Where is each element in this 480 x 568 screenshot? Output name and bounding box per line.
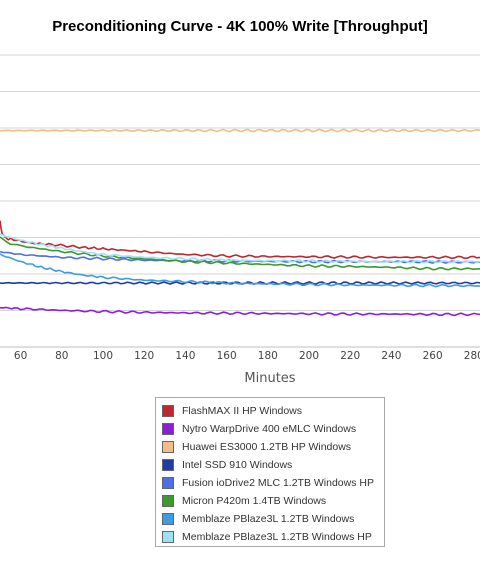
x-tick-label: 220: [340, 350, 360, 362]
legend-item: Intel SSD 910 Windows: [156, 456, 384, 474]
chart-title: Preconditioning Curve - 4K 100% Write [T…: [52, 18, 428, 35]
legend-label: Micron P420m 1.4TB Windows: [182, 495, 327, 507]
x-tick-label: 260: [423, 350, 443, 362]
legend-label: Memblaze PBlaze3L 1.2TB Windows HP: [182, 531, 372, 543]
x-tick-label: 200: [299, 350, 319, 362]
legend: FlashMAX II HP Windows Nytro WarpDrive 40…: [155, 397, 385, 547]
legend-label: Memblaze PBlaze3L 1.2TB Windows: [182, 513, 355, 525]
x-tick-label: 80: [55, 350, 68, 362]
x-tick-label: 60: [14, 350, 27, 362]
x-axis-label: Minutes: [244, 371, 295, 386]
legend-swatch: [162, 459, 174, 471]
legend-swatch: [162, 495, 174, 507]
legend-swatch: [162, 477, 174, 489]
legend-label: Intel SSD 910 Windows: [182, 459, 293, 471]
legend-swatch: [162, 441, 174, 453]
series-line-1: [0, 306, 480, 317]
series-line-0: [0, 220, 480, 260]
plot-area: 60 80 100 120 140 160 180 200 220 240 260 280 Minut…: [0, 54, 480, 386]
legend-item: Nytro WarpDrive 400 eMLC Windows: [156, 420, 384, 438]
legend-swatch: [162, 405, 174, 417]
x-tick-label: 180: [258, 350, 278, 362]
legend-swatch: [162, 531, 174, 543]
legend-item: Huawei ES3000 1.2TB HP Windows: [156, 438, 384, 456]
series-line-7: [0, 233, 480, 264]
series-line-6: [0, 253, 480, 288]
x-tick-label: 100: [93, 350, 113, 362]
series-line-2: [0, 128, 480, 133]
legend-swatch: [162, 423, 174, 435]
legend-item: Fusion ioDrive2 MLC 1.2TB Windows HP: [156, 474, 384, 492]
x-tick-label: 240: [381, 350, 401, 362]
x-tick-labels: 60 80 100 120 140 160 180 200 220 240 260 280: [14, 350, 480, 362]
legend-item: FlashMAX II HP Windows: [156, 402, 384, 420]
legend-item: Micron P420m 1.4TB Windows: [156, 492, 384, 510]
legend-label: FlashMAX II HP Windows: [182, 405, 303, 417]
x-tick-label: 140: [175, 350, 195, 362]
x-tick-label: 120: [134, 350, 154, 362]
series-layer: [0, 128, 480, 317]
legend-item: Memblaze PBlaze3L 1.2TB Windows HP: [156, 528, 384, 546]
x-tick-label: 160: [217, 350, 237, 362]
legend-swatch: [162, 513, 174, 525]
legend-label: Fusion ioDrive2 MLC 1.2TB Windows HP: [182, 477, 374, 489]
legend-item: Memblaze PBlaze3L 1.2TB Windows: [156, 510, 384, 528]
x-tick-label: 280: [464, 350, 480, 362]
legend-label: Huawei ES3000 1.2TB HP Windows: [182, 441, 352, 453]
legend-label: Nytro WarpDrive 400 eMLC Windows: [182, 423, 357, 435]
grid: [0, 54, 480, 348]
series-line-5: [0, 236, 480, 271]
